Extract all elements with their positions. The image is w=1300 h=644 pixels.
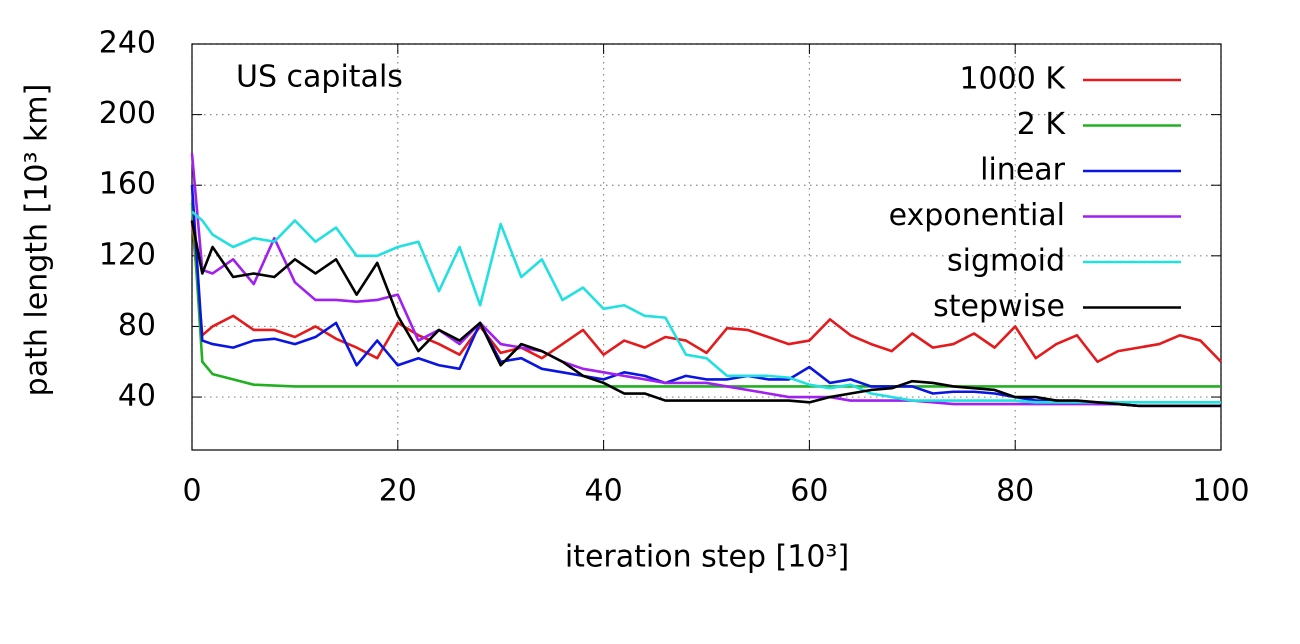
x-tick-label: 20 [379, 474, 417, 509]
legend-label: stepwise [933, 289, 1065, 324]
y-tick-label: 240 [99, 26, 156, 61]
series-line [190, 220, 1221, 408]
legend-label: linear [980, 153, 1066, 188]
chart-annotation: US capitals [236, 60, 403, 95]
x-axis-label: iteration step [10³] [565, 540, 849, 575]
y-tick-label: 160 [99, 167, 156, 202]
legend-label: 2 K [1017, 107, 1067, 142]
y-tick-label: 80 [118, 308, 156, 343]
legend-label: exponential [889, 198, 1065, 233]
y-tick-label: 120 [99, 237, 156, 272]
x-tick-label: 0 [182, 474, 201, 509]
y-axis-label: path length [10³ km] [20, 84, 55, 397]
x-tick-label: 80 [996, 474, 1034, 509]
series-line [190, 153, 1221, 408]
series-line [191, 210, 1221, 404]
y-tick-label: 200 [99, 96, 156, 131]
plot-frame [191, 43, 1222, 451]
legend-label: sigmoid [947, 244, 1065, 279]
series-line [190, 202, 1221, 388]
y-tick-label: 40 [118, 379, 156, 414]
x-tick-label: 40 [585, 474, 623, 509]
x-tick-label: 60 [790, 474, 828, 509]
legend-label: 1000 K [959, 62, 1066, 97]
x-tick-label: 100 [1192, 474, 1249, 509]
series-line [190, 185, 1221, 408]
